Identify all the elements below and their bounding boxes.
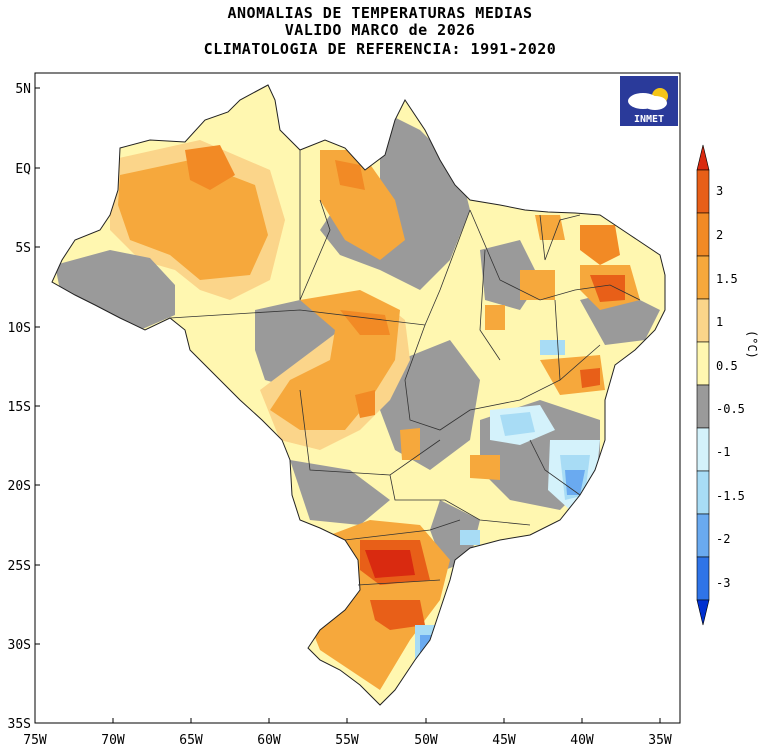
inmet-logo: INMET [620,76,678,126]
lon-label: 35W [648,733,672,748]
lon-label: 65W [179,733,203,748]
colorbar-swatch [696,513,710,558]
state-borders [169,150,641,586]
colorbar-label: -3 [716,576,730,590]
colorbar-label: 1 [716,315,723,329]
lon-label: 75W [23,733,47,748]
lon-label: 55W [335,733,359,748]
colorbar-label: 2 [716,228,723,242]
lat-label: EQ [15,162,31,177]
colorbar-label: 0.5 [716,359,738,373]
map-title-line2: VALIDO MARCO de 2026 [284,21,476,39]
colorbar-swatch [696,470,710,515]
lon-label: 60W [257,733,281,748]
colorbar-swatch [696,212,710,257]
lat-labels: 5N EQ 5S 10S 15S 20S 25S 30S 35S [8,82,32,732]
lon-label: 70W [101,733,125,748]
colorbar-label: 3 [716,184,723,198]
lat-label: 5N [15,82,31,97]
lon-labels: 75W 70W 65W 60W 55W 50W 45W 40W 35W [23,733,672,748]
map-title-line1: ANOMALIAS DE TEMPERATURAS MEDIAS [227,4,533,22]
colorbar: 3 2 1.5 1 0.5 -0.5 -1 -1.5 -2 -3 (°C) [696,144,759,626]
lat-label: 15S [8,400,31,415]
colorbar-swatch [696,341,710,386]
lat-label: 35S [8,717,31,732]
lat-label: 20S [8,479,31,494]
axis-ticks [34,87,661,724]
colorbar-swatch [696,298,710,343]
map-title-line3: CLIMATOLOGIA DE REFERENCIA: 1991-2020 [203,40,557,58]
lat-label: 10S [8,321,31,336]
colorbar-swatch [696,556,710,601]
lon-label: 50W [414,733,438,748]
colorbar-label: -1.5 [716,489,745,503]
colorbar-label: -0.5 [716,402,745,416]
colorbar-swatch [696,427,710,472]
lat-label: 25S [8,559,31,574]
lat-label: 30S [8,638,31,653]
lat-label: 5S [15,241,31,256]
logo-text: INMET [634,114,664,125]
colorbar-label: -1 [716,445,730,459]
colorbar-label: 1.5 [716,272,738,286]
lon-label: 45W [492,733,516,748]
anomaly-field [52,85,665,705]
colorbar-swatch [696,384,710,429]
lon-label: 40W [570,733,594,748]
colorbar-unit: (°C) [745,330,759,359]
colorbar-label: -2 [716,532,730,546]
colorbar-swatch [696,255,710,300]
colorbar-swatch [696,169,710,214]
